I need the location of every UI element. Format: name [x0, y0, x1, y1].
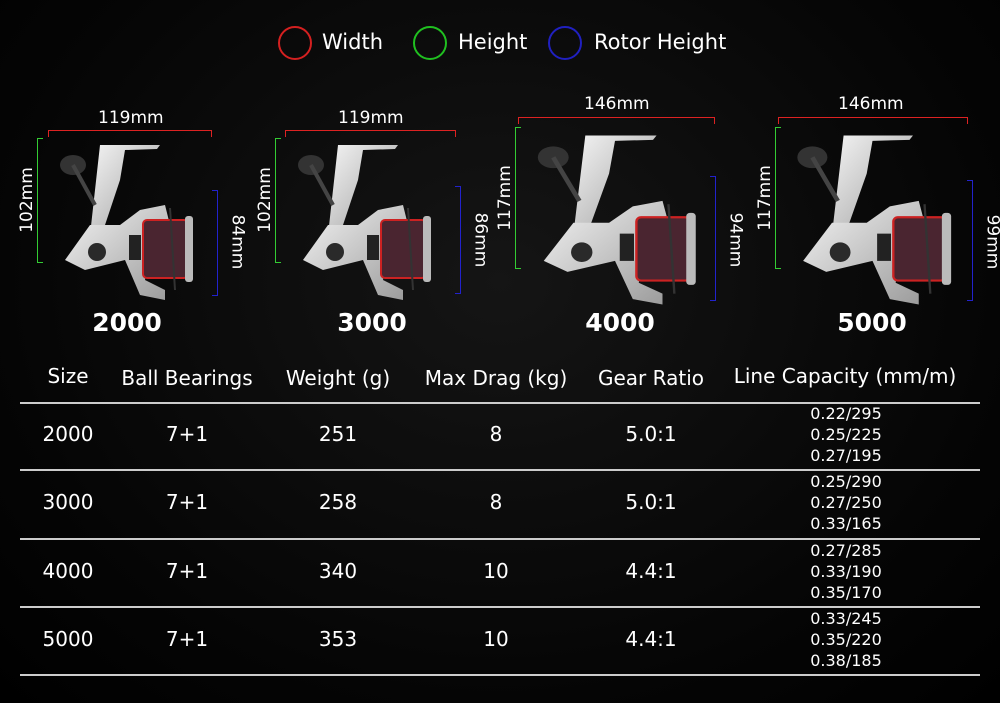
height-dimension: 102mm [254, 167, 275, 233]
cell-gear: 5.0:1 [625, 490, 677, 514]
cell-drag: 10 [483, 559, 509, 583]
reel-image [45, 140, 205, 305]
cell-size: 2000 [42, 422, 94, 446]
width-bracket [778, 117, 968, 124]
model-size-label: 3000 [337, 308, 407, 337]
divider [20, 402, 980, 404]
width-dimension: 146mm [584, 94, 650, 114]
capacity-line: 0.27/285 [810, 541, 882, 560]
divider [20, 469, 980, 471]
header-ball-bearings: Ball Bearings [121, 366, 253, 390]
height-legend-circle-icon [413, 26, 447, 60]
cell-size: 4000 [42, 559, 94, 583]
model-size-label: 4000 [585, 308, 655, 337]
reel-image [520, 130, 710, 310]
width-dimension: 119mm [338, 108, 404, 128]
capacity-line: 0.35/170 [810, 583, 882, 602]
rotor-height-legend-circle-icon [548, 26, 582, 60]
cell-drag: 8 [489, 490, 503, 514]
cell-bearings: 7+1 [165, 490, 209, 514]
capacity-line: 0.33/190 [810, 562, 882, 581]
header-size: Size [47, 364, 89, 388]
width-bracket [285, 130, 456, 137]
rotor-height-dimension: 84mm [227, 214, 248, 270]
model-size-label: 2000 [92, 308, 162, 337]
rotor-height-dimension: 94mm [725, 212, 746, 268]
capacity-line: 0.33/245 [810, 609, 882, 628]
header-line-capacity: Line Capacity (mm/m) [733, 364, 957, 388]
capacity-line: 0.27/250 [810, 493, 882, 512]
capacity-line: 0.25/290 [810, 472, 882, 491]
model-size-label: 5000 [837, 308, 907, 337]
rotor-height-dimension: 99mm [982, 214, 1000, 270]
height-bracket [775, 127, 781, 269]
cell-size: 3000 [42, 490, 94, 514]
divider [20, 674, 980, 676]
cell-gear: 4.4:1 [625, 627, 677, 651]
cell-capacity: 0.25/290 0.27/250 0.33/165 [810, 471, 882, 534]
reel-image [780, 130, 965, 310]
rotor-height-dimension: 86mm [470, 212, 491, 268]
width-bracket [518, 117, 715, 124]
capacity-line: 0.27/195 [810, 446, 882, 465]
divider [20, 538, 980, 540]
cell-weight: 353 [318, 627, 358, 651]
cell-bearings: 7+1 [165, 627, 209, 651]
capacity-line: 0.35/220 [810, 630, 882, 649]
cell-drag: 10 [483, 627, 509, 651]
cell-weight: 251 [318, 422, 358, 446]
width-legend-circle-icon [278, 26, 312, 60]
height-legend-label: Height [458, 30, 528, 54]
cell-capacity: 0.27/285 0.33/190 0.35/170 [810, 540, 882, 603]
cell-capacity: 0.33/245 0.35/220 0.38/185 [810, 608, 882, 671]
rotor-height-bracket [710, 176, 716, 301]
height-bracket [275, 138, 281, 263]
capacity-line: 0.22/295 [810, 404, 882, 423]
height-dimension: 117mm [494, 165, 515, 231]
height-bracket [37, 138, 43, 263]
cell-gear: 4.4:1 [625, 559, 677, 583]
cell-drag: 8 [489, 422, 503, 446]
header-weight: Weight (g) [285, 366, 391, 390]
cell-weight: 340 [318, 559, 358, 583]
capacity-line: 0.38/185 [810, 651, 882, 670]
cell-size: 5000 [42, 627, 94, 651]
capacity-line: 0.25/225 [810, 425, 882, 444]
rotor-height-bracket [455, 186, 461, 294]
width-bracket [48, 130, 212, 137]
cell-bearings: 7+1 [165, 559, 209, 583]
width-legend-label: Width [322, 30, 384, 54]
width-dimension: 146mm [838, 94, 904, 114]
reel-image [283, 140, 443, 305]
rotor-height-bracket [212, 190, 218, 296]
cell-weight: 258 [318, 490, 358, 514]
width-dimension: 119mm [98, 108, 164, 128]
height-dimension: 102mm [16, 167, 37, 233]
height-dimension: 117mm [754, 165, 775, 231]
height-bracket [515, 127, 521, 269]
rotor-height-bracket [967, 180, 973, 301]
rotor-height-legend-label: Rotor Height [594, 30, 727, 54]
capacity-line: 0.33/165 [810, 514, 882, 533]
cell-bearings: 7+1 [165, 422, 209, 446]
cell-capacity: 0.22/295 0.25/225 0.27/195 [810, 403, 882, 466]
header-max-drag: Max Drag (kg) [424, 366, 568, 390]
divider [20, 606, 980, 608]
header-gear-ratio: Gear Ratio [598, 366, 704, 390]
cell-gear: 5.0:1 [625, 422, 677, 446]
